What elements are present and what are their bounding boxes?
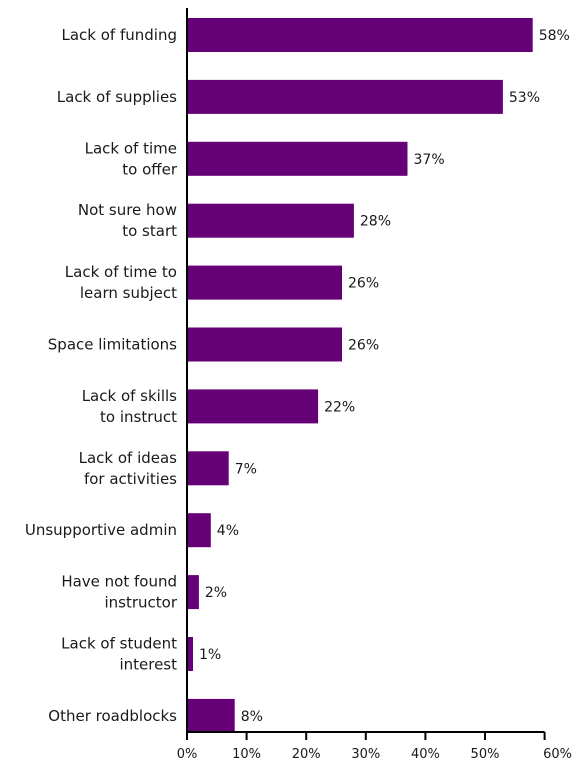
- category-label: Not sure how to start: [78, 201, 177, 240]
- bar: [187, 18, 533, 52]
- value-label: 8%: [241, 709, 263, 725]
- bar: [187, 203, 354, 238]
- bar: [187, 698, 235, 733]
- value-label: 4%: [217, 523, 239, 539]
- value-label: 7%: [235, 461, 257, 477]
- bar: [187, 141, 408, 176]
- category-label: Lack of funding: [62, 26, 178, 44]
- category-label: Lack of supplies: [57, 88, 177, 106]
- category-label: Lack of ideas for activities: [79, 449, 178, 488]
- x-tick-label: 0%: [177, 747, 198, 762]
- bar: [187, 637, 193, 671]
- category-label: Unsupportive admin: [25, 521, 177, 539]
- value-label: 37%: [414, 152, 445, 168]
- x-tick-label: 40%: [411, 747, 440, 762]
- x-tick-label: 20%: [292, 747, 321, 762]
- bar: [187, 451, 229, 486]
- bar: [187, 79, 503, 114]
- value-label: 28%: [360, 214, 391, 230]
- x-tick-label: 10%: [232, 747, 261, 762]
- bar: [187, 389, 319, 424]
- category-label: Lack of student interest: [61, 635, 177, 674]
- value-label: 53%: [509, 90, 540, 106]
- value-label: 26%: [348, 276, 379, 292]
- value-label: 2%: [205, 585, 227, 601]
- category-label: Have not found instructor: [61, 573, 177, 612]
- category-label: Lack of time to learn subject: [65, 263, 177, 302]
- x-tick-label: 60%: [543, 747, 572, 762]
- value-label: 1%: [199, 647, 221, 663]
- bar: [187, 575, 199, 610]
- value-label: 26%: [348, 338, 379, 354]
- x-tick-label: 50%: [471, 747, 500, 762]
- bar: [187, 265, 342, 300]
- category-label: Space limitations: [48, 336, 177, 354]
- category-label: Lack of skills to instruct: [82, 387, 177, 426]
- bar: [187, 513, 211, 548]
- category-label: Other roadblocks: [48, 707, 177, 725]
- value-label: 22%: [324, 399, 355, 415]
- bar: [187, 327, 342, 362]
- category-label: Lack of time to offer: [85, 139, 178, 178]
- value-label: 58%: [539, 28, 570, 44]
- x-tick-label: 30%: [351, 747, 380, 762]
